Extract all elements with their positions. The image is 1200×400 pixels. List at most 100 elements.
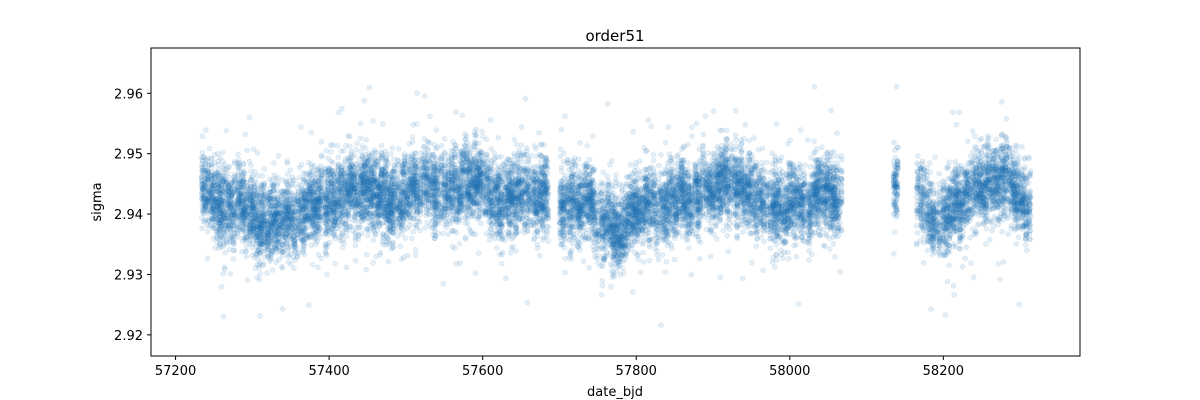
data-point	[317, 234, 324, 240]
data-point	[204, 255, 211, 262]
data-point	[202, 182, 208, 189]
data-point	[242, 170, 248, 177]
data-point	[226, 174, 232, 181]
data-point	[256, 276, 263, 283]
data-point	[412, 150, 419, 157]
data-point	[279, 306, 286, 312]
data-point	[363, 266, 370, 273]
data-point	[201, 219, 208, 225]
data-point	[200, 180, 207, 187]
data-point	[301, 251, 308, 258]
data-point	[236, 157, 242, 163]
data-point	[200, 186, 206, 193]
data-point	[201, 164, 208, 171]
data-point	[201, 206, 208, 213]
data-point	[352, 152, 358, 159]
data-point	[202, 203, 208, 210]
data-point	[340, 147, 347, 154]
data-point	[309, 261, 316, 268]
data-point	[200, 186, 206, 192]
data-point	[202, 200, 208, 206]
data-point	[202, 185, 208, 191]
data-point	[244, 147, 250, 154]
data-point	[326, 239, 333, 246]
data-point	[275, 179, 281, 186]
data-point	[370, 259, 376, 266]
data-point	[385, 159, 392, 166]
data-point	[202, 195, 208, 201]
data-point	[220, 271, 227, 277]
data-point	[261, 182, 268, 188]
data-point	[199, 185, 206, 191]
data-point	[199, 149, 206, 156]
data-point	[358, 148, 364, 155]
data-point	[202, 182, 208, 189]
data-point	[373, 149, 380, 156]
data-point	[202, 187, 208, 193]
data-point	[329, 160, 336, 166]
data-point	[202, 180, 208, 186]
data-point	[361, 98, 368, 104]
data-point	[396, 146, 402, 152]
data-point	[254, 149, 261, 156]
data-point	[199, 178, 206, 185]
data-point	[200, 196, 207, 203]
data-point	[215, 161, 222, 168]
data-point	[378, 142, 385, 149]
data-point	[199, 161, 205, 168]
data-point	[199, 194, 206, 200]
data-point	[334, 143, 341, 149]
data-point	[323, 148, 330, 154]
data-point	[248, 162, 254, 169]
data-point	[202, 186, 208, 192]
data-point	[370, 237, 377, 243]
data-point	[200, 167, 207, 173]
data-point	[387, 151, 394, 157]
data-point	[385, 258, 392, 265]
data-point	[413, 121, 420, 127]
data-point	[412, 252, 419, 258]
data-point	[352, 257, 359, 264]
data-point	[357, 135, 364, 141]
data-point	[389, 145, 396, 151]
data-point	[291, 265, 297, 272]
data-point	[199, 181, 205, 188]
data-point	[364, 232, 371, 239]
data-point	[199, 182, 205, 188]
data-point	[200, 192, 207, 198]
data-point	[308, 129, 315, 136]
data-point	[252, 178, 259, 184]
data-point	[357, 120, 364, 127]
data-point	[242, 131, 248, 138]
data-point	[416, 227, 423, 234]
data-point	[357, 224, 364, 231]
data-point	[202, 161, 208, 168]
data-point	[202, 199, 208, 206]
data-point	[199, 225, 205, 232]
data-point	[202, 202, 208, 208]
data-point	[409, 139, 416, 145]
data-point	[246, 114, 253, 121]
data-point	[200, 186, 206, 193]
data-point	[200, 196, 206, 203]
data-point	[231, 247, 237, 254]
data-point	[201, 202, 207, 209]
data-point	[202, 205, 208, 212]
data-point	[199, 199, 206, 206]
data-point	[264, 270, 270, 277]
data-point	[199, 195, 205, 201]
data-point	[315, 264, 321, 271]
data-point	[377, 252, 384, 258]
data-point	[318, 152, 325, 159]
data-point	[199, 174, 205, 180]
data-point	[410, 228, 417, 235]
data-point	[235, 151, 241, 158]
data-point	[200, 209, 206, 216]
data-point	[231, 240, 237, 246]
data-points	[198, 84, 1034, 329]
data-point	[317, 226, 324, 232]
data-point	[202, 167, 208, 174]
data-point	[199, 185, 205, 191]
